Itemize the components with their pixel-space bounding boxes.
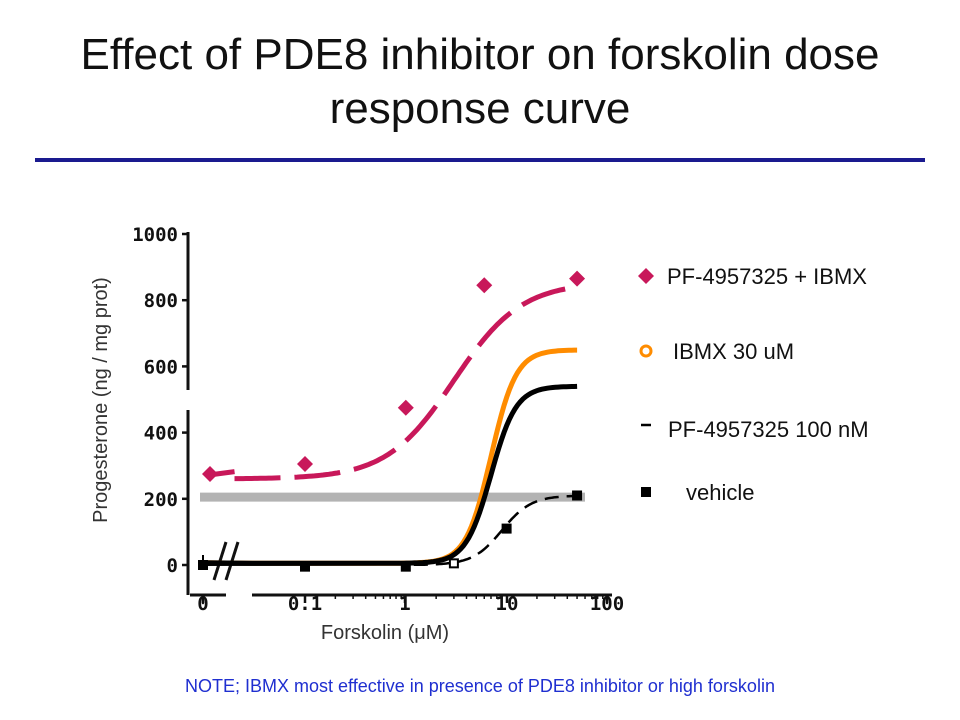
legend-label: vehicle (686, 480, 754, 505)
footnote: NOTE; IBMX most effective in presence of… (185, 676, 775, 696)
legend-item: IBMX 30 uM (639, 339, 794, 364)
data-point-combo (476, 277, 493, 294)
data-point-vehicle (300, 561, 310, 572)
data-point-combo (202, 465, 218, 482)
data-point-vehicle (400, 561, 411, 572)
legend-item: PF-4957325 100 nM (641, 417, 869, 442)
series-curve-vehicle (413, 494, 578, 567)
series-curve-ibmx (202, 347, 578, 566)
series-curve-vehicle-baseline (202, 563, 424, 566)
legend-marker (641, 487, 651, 497)
x-tick-label: 10 (496, 593, 519, 615)
chart-axes: 0 200 400 600 800 1000 0 0.1 1 10 100 Forskolin (μM… (90, 224, 624, 644)
legend-label: PF-4957325 + IBMX (667, 264, 867, 289)
y-tick-label: 600 (144, 356, 178, 378)
legend-marker (638, 268, 654, 284)
series-curve-pf (202, 383, 578, 566)
data-point-combo (569, 270, 586, 287)
title-divider (35, 158, 925, 162)
data-point-vehicle (448, 558, 459, 569)
y-tick-label: 1000 (132, 224, 178, 246)
legend-item: vehicle (641, 480, 754, 505)
title-line-2: response curve (329, 84, 631, 133)
y-tick-label: 200 (144, 489, 178, 511)
data-point-combo (397, 399, 414, 416)
data-point-vehicle (572, 490, 583, 501)
x-tick-label: 0.1 (288, 593, 322, 615)
x-tick-label: 100 (590, 593, 624, 615)
legend-item: PF-4957325 + IBMX (638, 264, 867, 289)
data-point-vehicle (501, 523, 512, 534)
y-tick-label: 400 (144, 423, 178, 445)
legend-marker (639, 344, 653, 358)
chart-legend: PF-4957325 + IBMX IBMX 30 uM PF-4957325 10… (638, 264, 869, 505)
data-point-combo (297, 456, 313, 473)
x-tick-label: 0 (197, 593, 208, 615)
x-tick-label: 1 (399, 593, 410, 615)
slide-title: Effect of PDE8 inhibitor on forskolin do… (0, 28, 960, 136)
legend-label: PF-4957325 100 nM (668, 417, 869, 442)
y-axis-title: Progesterone (ng / mg prot) (90, 277, 112, 523)
legend-label: IBMX 30 uM (673, 339, 794, 364)
y-tick-label: 800 (144, 290, 178, 312)
plot-area (198, 270, 586, 572)
y-tick-label: 0 (167, 555, 178, 577)
title-line-1: Effect of PDE8 inhibitor on forskolin do… (80, 30, 880, 79)
x-axis-title: Forskolin (μM) (321, 622, 449, 644)
series-curve-combo (234, 284, 578, 482)
